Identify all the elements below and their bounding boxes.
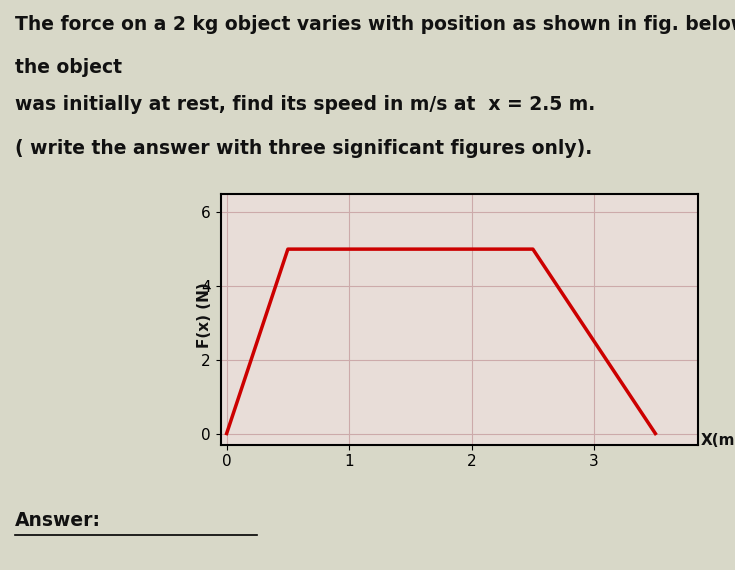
Text: X(m): X(m) (700, 433, 735, 447)
Text: The force on a 2 kg object varies with position as shown in fig. below. If: The force on a 2 kg object varies with p… (15, 15, 735, 34)
Text: ( write the answer with three significant figures only).: ( write the answer with three significan… (15, 139, 592, 158)
Text: Answer:: Answer: (15, 511, 101, 530)
Text: the object: the object (15, 58, 122, 78)
Text: F(x) (N): F(x) (N) (197, 283, 212, 348)
Text: was initially at rest, find its speed in m/s at  x = 2.5 m.: was initially at rest, find its speed in… (15, 95, 595, 114)
